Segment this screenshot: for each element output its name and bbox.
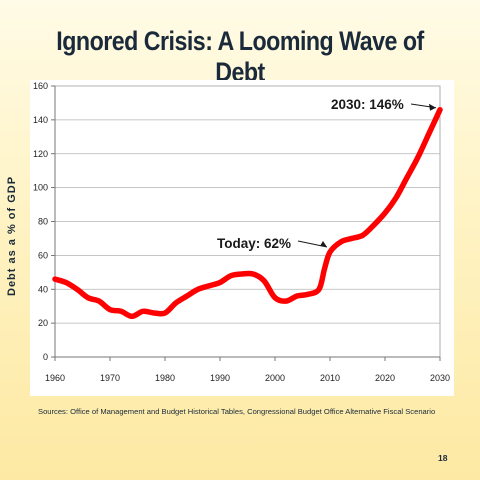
page-number: 18 [438, 453, 448, 463]
x-tick-label: 2020 [375, 373, 395, 383]
x-tick-label: 1970 [100, 373, 120, 383]
y-tick-label: 160 [33, 81, 48, 91]
y-tick-label: 80 [38, 217, 48, 227]
annotation-2030-arrowhead [429, 103, 436, 111]
x-tick-label: 1980 [155, 373, 175, 383]
x-tick-label: 2030 [430, 373, 450, 383]
chart-frame: 0 20 40 60 80 100 120 140 160 1960 1970 1980 1990 20… [30, 80, 454, 396]
series-layer [52, 106, 443, 320]
y-tick-label: 60 [38, 250, 48, 260]
y-tick-label: 140 [33, 115, 48, 125]
y-tick-label: 100 [33, 183, 48, 193]
axes [51, 85, 441, 361]
y-tick-label: 20 [38, 318, 48, 328]
y-axis-label: Debt as a % of GDP [6, 175, 18, 296]
x-tick-label: 1960 [45, 373, 65, 383]
x-tick-label: 1990 [210, 373, 230, 383]
slide-title: Ignored Crisis: A Looming Wave of Debt [56, 26, 424, 87]
y-tick-labels: 0 20 40 60 80 100 120 140 160 [33, 81, 48, 362]
annotation-today-arrowhead [320, 240, 327, 247]
debt-line-chart: 0 20 40 60 80 100 120 140 160 1960 1970 1980 1990 20… [33, 81, 450, 383]
annotations: 2030: 146% Today: 62% [217, 97, 437, 251]
annotation-today-label: Today: 62% [217, 236, 291, 251]
x-tick-label: 2010 [320, 373, 340, 383]
x-tick-labels: 1960 1970 1980 1990 2000 2010 2020 2030 [45, 373, 450, 383]
y-tick-label: 120 [33, 149, 48, 159]
y-tick-label: 0 [43, 352, 48, 362]
gridlines [54, 85, 441, 358]
x-tick-label: 2000 [265, 373, 285, 383]
sources-note: Sources: Office of Management and Budget… [38, 407, 436, 416]
y-tick-label: 40 [38, 284, 48, 294]
annotation-2030-label: 2030: 146% [331, 97, 404, 112]
